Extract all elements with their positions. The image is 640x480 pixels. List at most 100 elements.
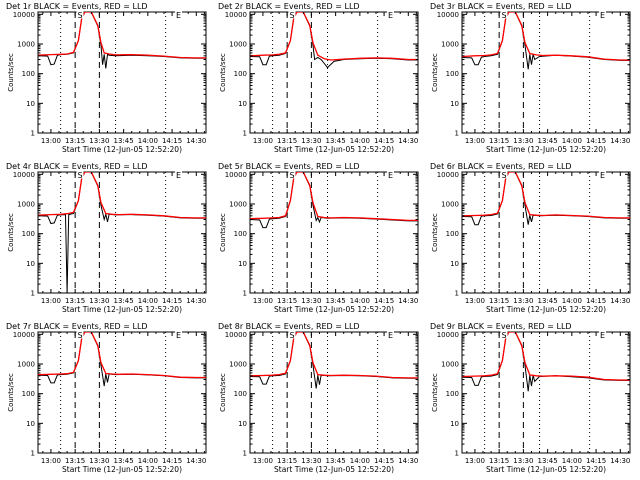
marker-background: [387, 171, 395, 179]
y-tick-label: 1: [243, 130, 247, 138]
panel-title: Det 4r BLACK = Events, RED = LLD: [6, 162, 148, 171]
x-tick-label: 13:30: [89, 137, 109, 145]
end-marker: E: [388, 331, 393, 340]
x-tick-label: 14:15: [374, 137, 394, 145]
marker-background: [387, 11, 395, 19]
x-tick-label: 13:45: [114, 297, 134, 305]
x-tick-label: 14:15: [162, 457, 182, 465]
marker-background: [599, 11, 607, 19]
x-tick-label: 14:30: [610, 297, 630, 305]
y-tick-label: 1: [31, 450, 35, 458]
y-tick-label: 100: [234, 70, 247, 78]
start-marker: S: [77, 11, 82, 20]
x-tick-label: 13:30: [301, 457, 321, 465]
x-tick-label: 13:30: [513, 457, 533, 465]
x-tick-label: 14:00: [350, 137, 370, 145]
y-tick-label: 10000: [13, 11, 35, 19]
start-marker: S: [77, 171, 82, 180]
x-tick-label: 13:00: [41, 137, 61, 145]
y-tick-label: 1000: [441, 361, 459, 369]
x-axis-label: Start Time (12-Jun-05 12:52:20): [62, 465, 182, 474]
x-axis-label: Start Time (12-Jun-05 12:52:20): [274, 465, 394, 474]
x-tick-label: 14:30: [610, 137, 630, 145]
y-tick-label: 1: [31, 130, 35, 138]
plot-frame: [249, 11, 419, 134]
end-marker: E: [600, 171, 605, 180]
marker-background: [387, 331, 395, 339]
y-tick-label: 1: [455, 130, 459, 138]
x-tick-label: 13:15: [277, 297, 297, 305]
end-marker: E: [176, 331, 181, 340]
lld-series-line: [462, 332, 630, 381]
x-tick-label: 13:45: [114, 457, 134, 465]
y-axis-label: Counts/sec: [431, 213, 439, 252]
x-axis-label: Start Time (12-Jun-05 12:52:20): [486, 305, 606, 314]
y-tick-label: 100: [22, 230, 35, 238]
detector-panel: 13:00 13:15 13:30 13:45 14:00 14:15 14:30 1 10 10…: [218, 2, 419, 154]
marker-background: [500, 331, 508, 339]
panel-title: Det 3r BLACK = Events, RED = LLD: [430, 2, 572, 11]
x-tick-label: 14:15: [374, 457, 394, 465]
x-tick-label: 13:15: [65, 297, 85, 305]
x-tick-label: 13:00: [253, 297, 273, 305]
marker-background: [175, 171, 183, 179]
marker-background: [76, 11, 84, 19]
start-marker: S: [289, 11, 294, 20]
x-tick-label: 13:45: [538, 457, 558, 465]
x-tick-label: 13:30: [301, 137, 321, 145]
x-tick-label: 14:15: [586, 297, 606, 305]
y-axis-label: Counts/sec: [431, 373, 439, 412]
x-tick-label: 14:15: [162, 297, 182, 305]
lld-series-line: [250, 12, 418, 61]
x-axis-label: Start Time (12-Jun-05 12:52:20): [62, 145, 182, 154]
start-marker: S: [501, 11, 506, 20]
x-tick-label: 13:15: [489, 137, 509, 145]
events-series-line: [462, 332, 630, 392]
x-tick-label: 13:00: [465, 457, 485, 465]
y-tick-label: 10: [238, 260, 247, 268]
series-group: [250, 12, 418, 69]
start-marker: S: [289, 331, 294, 340]
y-axis-label: Counts/sec: [219, 53, 227, 92]
y-tick-label: 1000: [17, 201, 35, 209]
start-marker: S: [289, 171, 294, 180]
y-tick-label: 10: [238, 100, 247, 108]
x-tick-label: 13:00: [41, 457, 61, 465]
y-tick-label: 1000: [17, 361, 35, 369]
y-tick-label: 10: [450, 420, 459, 428]
lld-series-line: [462, 172, 630, 219]
detector-panel: 13:00 13:15 13:30 13:45 14:00 14:15 14:30 1 10 10…: [218, 162, 419, 314]
y-tick-label: 10000: [225, 331, 247, 339]
plot-frame: [37, 11, 207, 134]
y-tick-label: 1000: [229, 361, 247, 369]
plot-frame: [461, 171, 631, 294]
x-tick-label: 14:30: [610, 457, 630, 465]
x-tick-label: 14:00: [350, 297, 370, 305]
y-tick-label: 1000: [441, 201, 459, 209]
x-tick-label: 14:30: [398, 457, 418, 465]
marker-background: [599, 331, 607, 339]
x-tick-label: 13:00: [253, 137, 273, 145]
detector-panel: 13:00 13:15 13:30 13:45 14:00 14:15 14:30 1 10 10…: [6, 322, 207, 474]
x-tick-label: 13:15: [65, 137, 85, 145]
marker-background: [288, 171, 296, 179]
x-tick-label: 13:45: [326, 137, 346, 145]
y-axis-label: Counts/sec: [431, 53, 439, 92]
detector-panel: 13:00 13:15 13:30 13:45 14:00 14:15 14:30 1 10 10…: [430, 2, 631, 154]
events-series-line: [462, 12, 630, 70]
events-series-line: [250, 332, 418, 389]
detector-panel: 13:00 13:15 13:30 13:45 14:00 14:15 14:30 1 10 10…: [218, 322, 419, 474]
y-tick-label: 10000: [13, 171, 35, 179]
series-group: [250, 332, 418, 389]
y-tick-label: 100: [446, 390, 459, 398]
y-tick-label: 100: [234, 390, 247, 398]
y-tick-label: 100: [446, 230, 459, 238]
y-tick-label: 1000: [17, 41, 35, 49]
y-tick-label: 10: [26, 260, 35, 268]
series-group: [38, 332, 206, 387]
x-tick-label: 13:00: [465, 137, 485, 145]
x-axis-label: Start Time (12-Jun-05 12:52:20): [486, 145, 606, 154]
end-marker: E: [388, 171, 393, 180]
detector-panel: 13:00 13:15 13:30 13:45 14:00 14:15 14:30 1 10 10…: [430, 322, 631, 474]
